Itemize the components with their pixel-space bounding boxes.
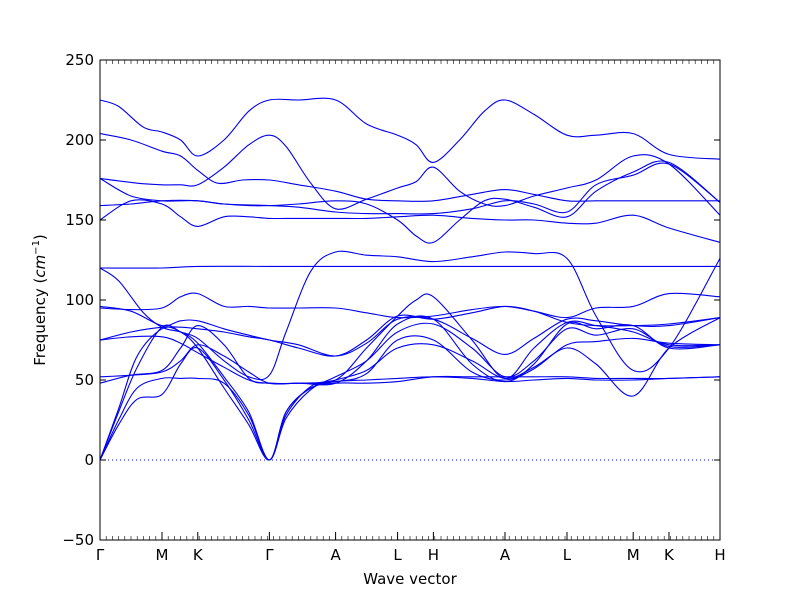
x-tick-label: M [627,546,640,564]
phonon-branch-9 [99,292,721,319]
x-tick-label: L [563,546,572,564]
phonon-branch-8 [99,250,721,381]
x-tick-label: Γ [265,546,274,564]
y-tick-label: 200 [65,131,94,149]
x-tick-label: H [714,546,725,564]
y-axis-title: Frequency (cm−1) [31,234,49,366]
x-tick-label: M [156,546,169,564]
series-lines [99,97,721,461]
phonon-branch-3 [99,134,721,216]
phonon-branch-6 [99,199,721,243]
x-tick-label: K [193,546,204,564]
phonon-branch-14 [99,325,721,385]
x-tick-label: K [664,546,675,564]
phonon-branch-10 [99,305,721,357]
phonon-branch-11 [99,305,721,357]
y-axis-title-unit: cm [31,255,49,278]
plot-area [100,60,720,540]
x-tick-label: A [500,546,511,564]
x-tick-label: H [428,546,439,564]
x-tick-label: L [393,546,402,564]
y-tick-label: −50 [62,531,94,549]
y-axis-title-main: Frequency [31,288,49,366]
y-axis-title-unit-exponent: −1 [31,240,42,255]
phonon-branch-16 [99,317,721,461]
y-axis-title-close-paren: ) [31,234,49,240]
y-tick-label: 100 [65,291,94,309]
phonon-branch-18 [99,375,721,461]
y-tick-label: 0 [84,451,94,469]
y-axis-ticks: −50 0 50 100 150 200 250 [62,51,720,549]
x-axis-title: Wave vector [363,570,457,588]
x-tick-label: Γ [96,546,105,564]
phonon-branch-5 [99,162,721,215]
x-tick-label: A [330,546,341,564]
y-tick-label: 250 [65,51,94,69]
phonon-branch-1 [99,97,721,163]
y-tick-label: 50 [75,371,94,389]
phonon-branch-7 [99,265,720,269]
phonon-branch-12 [99,293,721,385]
y-axis-title-open-paren: ( [31,278,49,284]
y-tick-label: 150 [65,211,94,229]
phonon-branch-17 [99,322,721,461]
